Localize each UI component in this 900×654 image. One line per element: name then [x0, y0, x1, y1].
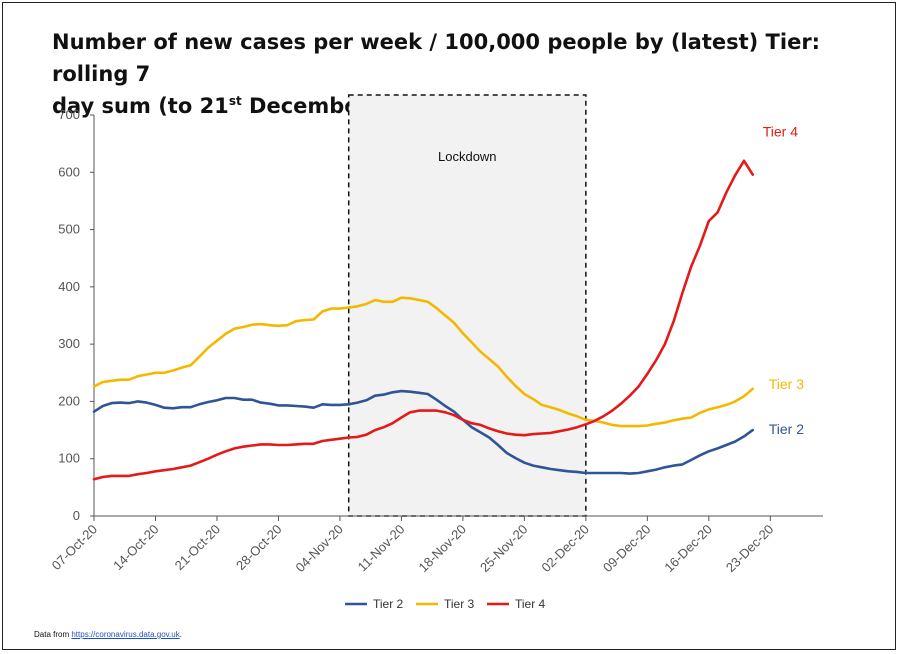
x-tick-label: 04-Nov-20	[293, 522, 347, 576]
tier-2-end-label: Tier 2	[769, 421, 804, 437]
y-tick-label: 300	[58, 336, 80, 351]
tier-3-line	[92, 296, 755, 428]
x-tick-label: 11-Nov-20	[355, 522, 408, 575]
y-tick-label: 200	[58, 393, 80, 408]
x-tick-label: 07-Oct-20	[49, 522, 100, 573]
x-tick-label: 21-Oct-20	[172, 522, 223, 573]
y-tick-label: 600	[58, 164, 80, 179]
tier-4-end-label: Tier 4	[763, 124, 798, 140]
legend-tier-2-label: Tier 2	[373, 597, 404, 611]
x-tick-label: 25-Nov-20	[477, 522, 531, 576]
tier-3-end-label: Tier 3	[769, 376, 804, 392]
x-tick-label: 28-Oct-20	[233, 522, 284, 573]
legend-tier-4-label: Tier 4	[515, 597, 546, 611]
source-prefix: Data from	[34, 630, 70, 639]
lockdown-region	[347, 94, 587, 517]
y-tick-label: 400	[58, 279, 80, 294]
x-tick-label: 09-Dec-20	[600, 522, 654, 576]
y-tick-label: 500	[58, 222, 80, 237]
y-tick-label: 0	[73, 508, 80, 523]
x-tick-label: 02-Dec-20	[538, 522, 592, 576]
x-tick-label: 16-Dec-20	[661, 522, 715, 576]
y-tick-label: 100	[58, 451, 80, 466]
chart-title-line1: Number of new cases per week / 100,000 p…	[52, 30, 821, 86]
tier-4-line	[92, 159, 755, 481]
chart-title-line2-pre: day sum (to 21	[52, 94, 229, 118]
x-tick-label: 23-Dec-20	[723, 522, 777, 576]
source-link[interactable]: https://coronavirus.data.gov.uk	[71, 630, 180, 639]
legend-tier-3-label: Tier 3	[444, 597, 475, 611]
x-tick-label: 18-Nov-20	[415, 522, 469, 576]
y-tick-label: 700	[58, 107, 80, 122]
data-source-note: Data from https://coronavirus.data.gov.u…	[34, 630, 182, 639]
source-suffix: .	[179, 630, 182, 639]
tier-2-line	[92, 389, 755, 475]
chart-title-line2-sup: st	[228, 94, 242, 108]
x-tick-label: 14-Oct-20	[110, 522, 161, 573]
lockdown-label: Lockdown	[438, 149, 497, 164]
